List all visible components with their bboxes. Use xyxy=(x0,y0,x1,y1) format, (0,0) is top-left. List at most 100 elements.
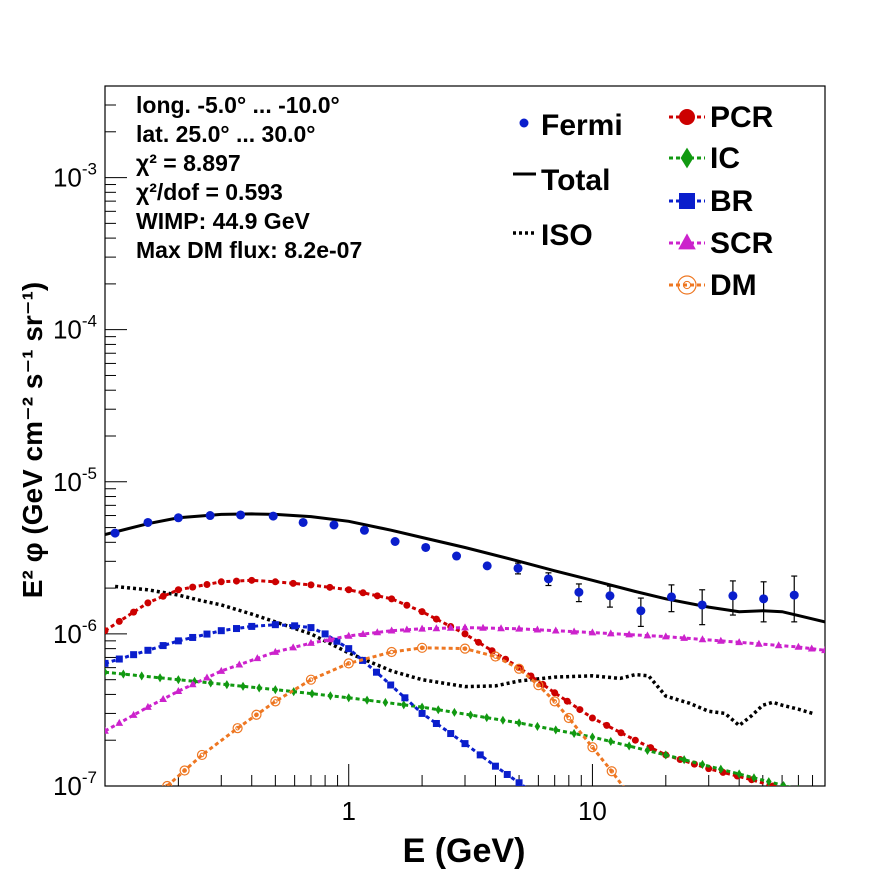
scr-marker xyxy=(418,624,426,632)
br-marker xyxy=(203,630,211,638)
dm-marker-inner xyxy=(609,768,615,774)
scr-marker xyxy=(821,646,825,654)
fermi-data-point xyxy=(697,600,707,610)
scr-marker xyxy=(551,626,560,634)
ic-marker xyxy=(644,745,651,756)
br-marker xyxy=(387,681,395,689)
points-layer xyxy=(110,510,799,628)
scr-marker xyxy=(446,623,455,631)
dm-marker-inner xyxy=(199,752,205,758)
fermi-data-point xyxy=(789,590,799,600)
y-tick-exponent: -4 xyxy=(82,312,97,331)
pcr-marker xyxy=(105,627,109,635)
br-marker xyxy=(476,751,484,759)
ic-marker xyxy=(516,718,522,728)
scr-marker xyxy=(203,673,211,681)
ic-marker xyxy=(175,675,182,685)
fermi-data-point xyxy=(173,513,183,523)
ic-marker xyxy=(240,681,246,691)
x-tick-label: 1 xyxy=(341,796,355,826)
x-tick-label: 10 xyxy=(578,796,607,826)
legend-ic-marker xyxy=(680,147,694,169)
dm-marker xyxy=(416,642,428,653)
dm-marker-inner xyxy=(254,712,259,718)
fermi-data-point xyxy=(359,525,369,535)
scr-marker xyxy=(716,636,725,644)
fermi-data-point xyxy=(268,511,278,521)
ic-marker xyxy=(534,721,541,731)
br-marker xyxy=(189,633,197,641)
y-tick-label: 10-6 xyxy=(53,616,97,649)
y-tick-label: 10-5 xyxy=(53,464,97,497)
dm-marker-inner xyxy=(419,645,425,651)
dm-marker xyxy=(196,749,208,761)
fermi-data-point xyxy=(728,591,738,601)
ic-marker xyxy=(780,780,787,786)
scr-marker xyxy=(774,641,783,649)
dm-marker xyxy=(563,712,574,724)
dm-series-line xyxy=(166,646,625,786)
legend-label-total: Total xyxy=(541,164,610,197)
dm-marker-inner xyxy=(346,661,352,666)
ic-marker xyxy=(272,685,279,695)
y-tick-mantissa: 10 xyxy=(53,467,82,497)
dm-marker xyxy=(270,696,281,707)
ic-marker xyxy=(589,732,596,742)
ic-marker xyxy=(751,773,757,783)
scr-marker xyxy=(253,654,262,662)
y-axis-label: E² φ (GeV cm⁻² s⁻¹ sr⁻¹) xyxy=(17,282,48,598)
dm-marker xyxy=(179,765,190,776)
y-tick-exponent: -7 xyxy=(82,768,97,787)
y-tick-exponent: -5 xyxy=(82,464,97,483)
pcr-marker xyxy=(432,615,440,623)
scr-marker xyxy=(755,639,763,647)
ic-marker xyxy=(435,705,442,715)
br-marker xyxy=(447,730,455,738)
legend-dm-marker-inner xyxy=(682,280,692,290)
scr-marker xyxy=(159,694,167,702)
y-tick-mantissa: 10 xyxy=(53,619,82,649)
dm-marker xyxy=(343,658,354,669)
ic-marker xyxy=(500,715,506,725)
ic-marker xyxy=(207,678,214,688)
total-series-line xyxy=(105,512,825,624)
pcr-marker xyxy=(418,608,426,616)
dm-marker xyxy=(251,709,262,720)
br-marker xyxy=(491,762,499,770)
dm-marker xyxy=(459,643,471,654)
scr-marker xyxy=(588,628,597,636)
pcr-marker xyxy=(475,638,483,646)
ic-marker xyxy=(157,673,163,683)
fermi-data-point xyxy=(574,587,584,597)
pcr-marker xyxy=(551,689,559,697)
y-axis: 10-710-610-510-410-3 xyxy=(53,85,127,801)
dm-marker xyxy=(606,766,617,777)
fermi-data-point xyxy=(421,542,431,552)
ic-marker xyxy=(626,741,632,751)
scr-marker xyxy=(144,702,152,710)
pcr-marker xyxy=(174,586,182,594)
legend-label-ic: IC xyxy=(710,142,740,175)
ic-marker xyxy=(419,702,425,712)
br-marker xyxy=(372,668,380,676)
dm-marker-inner xyxy=(182,768,187,773)
scr-marker xyxy=(188,680,197,688)
annotation-line: lat. 25.0° ... 30.0° xyxy=(136,121,316,147)
dm-marker-inner xyxy=(493,654,498,659)
br-marker xyxy=(174,637,182,645)
ic-marker xyxy=(681,755,687,765)
dm-marker-inner xyxy=(566,715,572,721)
legend-label-scr: SCR xyxy=(710,227,774,260)
scr-marker xyxy=(625,630,633,638)
br-marker xyxy=(291,622,299,630)
pcr-marker xyxy=(289,579,297,587)
br-marker xyxy=(271,621,279,629)
br-marker xyxy=(159,642,167,650)
pcr-marker xyxy=(233,577,241,585)
ic-marker xyxy=(256,683,262,693)
br-marker xyxy=(345,645,353,653)
ic-marker xyxy=(467,710,474,720)
dm-marker xyxy=(232,723,243,734)
y-tick-mantissa: 10 xyxy=(53,771,82,801)
